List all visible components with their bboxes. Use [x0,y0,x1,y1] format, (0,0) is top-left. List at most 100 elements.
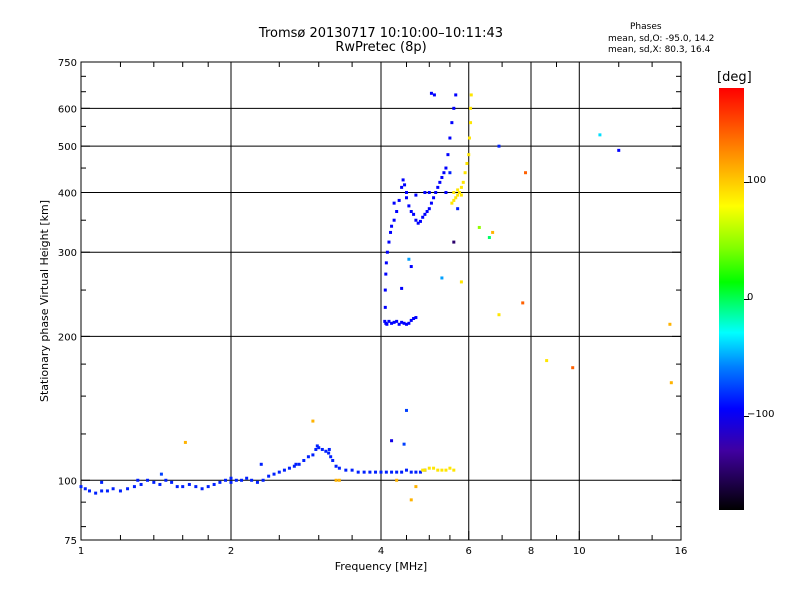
data-point [136,478,140,482]
y-tick-labels: 75 100 200 300 400 500 600 750 [58,58,77,547]
data-point [87,489,91,493]
data-point [387,319,391,323]
colorbar-tick-label: −100 [747,409,775,421]
data-point [418,219,422,223]
data-point [79,485,83,489]
data-point [668,322,672,326]
data-point [356,470,360,474]
data-point [412,316,416,320]
y-tick-label: 400 [58,188,77,199]
x-tick-labels: 1 2 4 6 8 10 16 [78,546,688,557]
data-point [404,468,408,472]
data-point [146,478,150,482]
data-point [409,265,413,269]
y-tick-label: 75 [64,536,77,547]
data-point [100,489,104,493]
data-point [385,322,389,326]
data-point [427,466,431,470]
chart-subtitle: RwPretec (8p) [335,40,427,55]
data-point [423,468,427,472]
data-point [458,190,462,194]
data-point [397,322,401,326]
data-point [337,478,341,482]
data-point [245,476,249,480]
data-point [350,468,354,472]
data-point [404,408,408,412]
data-point [452,198,456,202]
data-point [418,470,422,474]
data-point [159,472,163,476]
data-point [459,185,463,189]
data-point [469,93,473,97]
data-point [314,447,318,451]
data-point [407,257,411,261]
data-points [79,91,673,502]
data-point [454,93,458,97]
data-point [400,470,404,474]
data-point [452,106,456,110]
data-point [487,236,491,240]
data-point [414,470,418,474]
data-point [434,190,438,194]
data-point [432,196,436,200]
phase-o-stats: mean, sd,O: -95.0, 14.2 [608,34,715,44]
data-point [324,449,328,453]
data-point [395,470,399,474]
data-point [383,305,387,309]
data-point [414,316,418,320]
data-point [429,91,433,95]
data-point [387,240,391,244]
data-point [432,466,436,470]
data-point [329,455,333,459]
data-point [272,472,276,476]
phase-heading: Phases [630,22,662,32]
data-point [400,286,404,290]
data-point [170,480,174,484]
data-point [392,201,396,205]
data-point [158,482,162,486]
data-point [392,218,396,222]
data-point [390,470,394,474]
data-point [292,464,296,468]
data-point [450,201,454,205]
x-tick-label: 8 [528,546,534,557]
data-point [404,196,408,200]
data-point [183,440,187,444]
colorbar-tick [744,299,749,300]
data-point [400,320,404,324]
data-point [403,183,407,187]
grid-lines [81,62,681,540]
x-tick-label: 6 [466,546,472,557]
data-point [267,474,271,478]
data-point [409,498,413,502]
data-point [344,468,348,472]
data-point [409,210,413,214]
data-point [452,240,456,244]
data-point [181,485,185,489]
data-point [407,321,411,325]
data-point [545,359,549,363]
data-point [212,482,216,486]
data-point [395,210,399,214]
x-tick-label: 4 [378,546,384,557]
data-point [327,451,331,455]
data-point [311,453,315,457]
data-point [491,230,495,234]
data-point [320,447,324,451]
data-point [459,193,463,197]
data-point [331,458,335,462]
data-point [452,468,456,472]
data-point [105,489,109,493]
data-point [334,464,338,468]
data-point [467,153,471,157]
data-point [390,321,394,325]
data-point [395,319,399,323]
data-point [454,196,458,200]
data-point [392,320,396,324]
data-point [442,171,446,175]
x-tick-label: 1 [78,546,84,557]
data-point [206,485,210,489]
colorbar-tick [744,181,749,183]
data-point [469,121,473,125]
data-point [416,221,420,225]
